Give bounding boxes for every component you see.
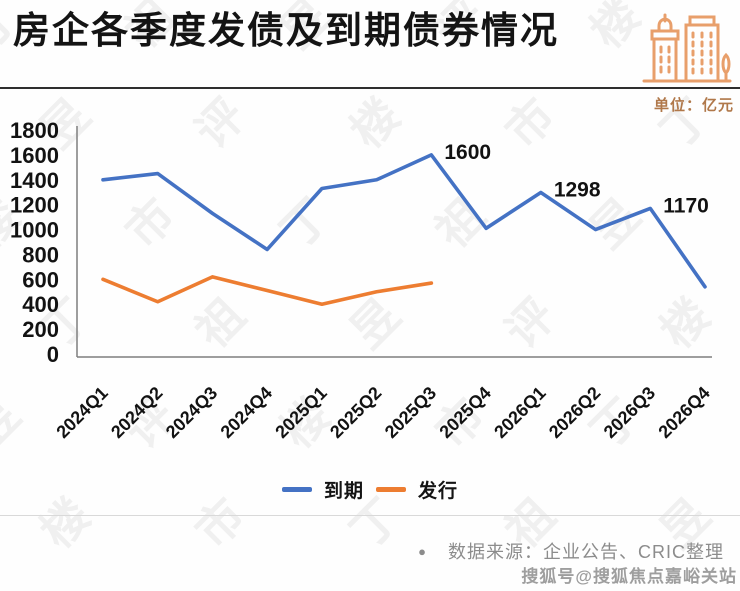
y-axis-tick-label: 1200 — [10, 193, 59, 218]
x-axis-label: 2024Q1 — [52, 383, 111, 442]
x-axis-label: 2025Q4 — [435, 383, 494, 442]
issuance-series-line — [101, 275, 434, 307]
y-axis-tick-label: 200 — [22, 317, 59, 342]
issuance-legend-dash — [376, 487, 406, 492]
line-chart: 0200400600800100012001400160018001600129… — [10, 118, 714, 442]
sohu-watermark: 搜狐号@搜狐焦点嘉峪关站 — [521, 567, 737, 586]
footer-divider — [0, 515, 740, 516]
maturity-legend-label: 到期 — [323, 481, 364, 502]
maturity-series-line — [101, 153, 707, 289]
header-divider — [0, 87, 740, 89]
data-label: 1298 — [554, 178, 601, 201]
page-title: 房企各季度发债及到期债券情况 — [13, 10, 559, 51]
buildings-icon — [642, 13, 732, 83]
x-axis-label: 2026Q3 — [600, 383, 659, 442]
y-axis-tick-label: 400 — [22, 292, 59, 317]
y-axis-tick-label: 0 — [47, 342, 59, 367]
x-axis-label: 2025Q2 — [326, 383, 385, 442]
y-axis-tick-label: 1400 — [10, 168, 59, 193]
y-axis-tick-label: 1000 — [10, 218, 59, 243]
x-axis-label: 2026Q1 — [490, 383, 549, 442]
x-axis-label: 2025Q3 — [381, 383, 440, 442]
data-source-text: 数据来源：企业公告、CRIC整理 — [448, 542, 724, 562]
y-axis-tick-label: 1600 — [10, 143, 59, 168]
y-axis-tick-label: 800 — [22, 242, 59, 267]
maturity-legend-dash — [281, 487, 312, 492]
x-axis-label: 2024Q3 — [162, 383, 221, 442]
y-axis-tick-label: 600 — [22, 267, 59, 292]
y-axis-tick-label: 1800 — [10, 118, 59, 143]
x-axis-label: 2024Q4 — [217, 383, 276, 442]
data-label: 1170 — [663, 194, 709, 217]
issuance-legend-label: 发行 — [418, 481, 459, 502]
x-axis-label: 2026Q4 — [654, 383, 713, 442]
data-label: 1600 — [444, 141, 491, 164]
x-axis-label: 2024Q2 — [107, 383, 166, 442]
bullet-icon: ● — [418, 543, 426, 559]
unit-label: 单位：亿元 — [653, 97, 734, 114]
chart-legend: 到期 发行 — [0, 476, 740, 503]
data-source-row: ● 数据来源：企业公告、CRIC整理 — [418, 538, 724, 564]
x-axis-label: 2026Q2 — [545, 383, 604, 442]
x-axis-label: 2025Q1 — [271, 383, 330, 442]
